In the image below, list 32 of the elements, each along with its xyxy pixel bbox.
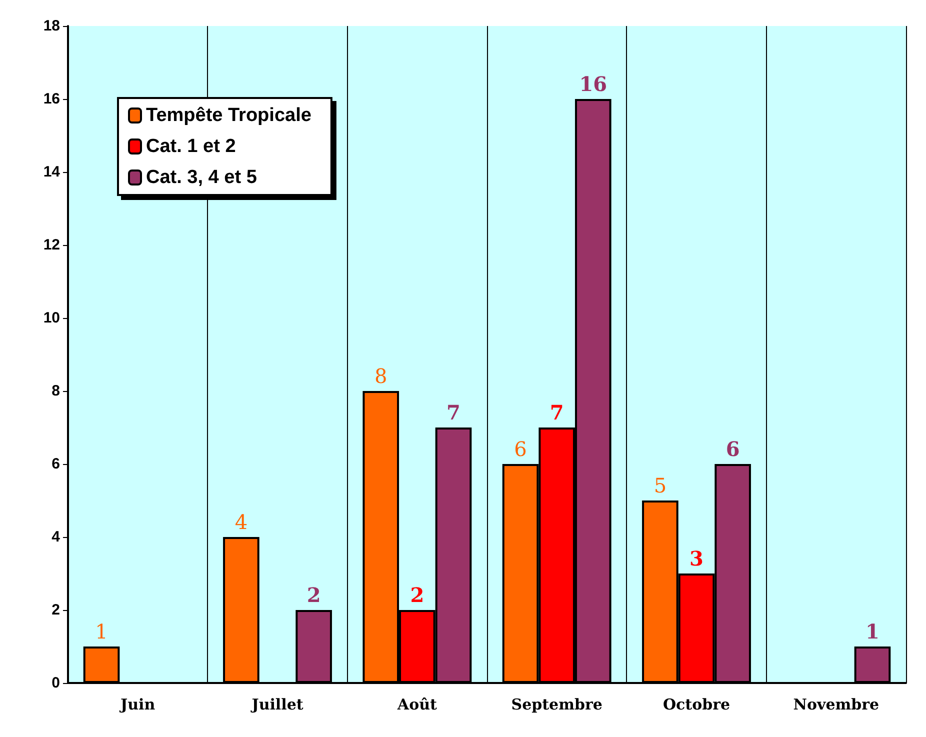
data-label: 16 <box>579 72 608 96</box>
x-tick-label: Novembre <box>793 696 880 714</box>
y-tick-label: 0 <box>52 674 60 692</box>
legend-label: Cat. 3, 4 et 5 <box>146 167 258 188</box>
y-tick-label: 8 <box>52 382 60 400</box>
x-tick-label: Juillet <box>250 696 304 714</box>
legend-label: Cat. 1 et 2 <box>146 136 236 157</box>
x-tick-label: Octobre <box>662 696 730 714</box>
y-tick-label: 4 <box>52 528 61 546</box>
data-label: 8 <box>374 364 388 388</box>
data-label: 7 <box>550 400 564 424</box>
y-tick-label: 10 <box>43 310 60 326</box>
data-label: 2 <box>410 583 424 607</box>
data-label: 4 <box>234 510 248 534</box>
data-label: 2 <box>306 583 321 607</box>
x-tick-label: Août <box>396 696 437 714</box>
data-label: 6 <box>514 437 527 461</box>
data-label: 1 <box>866 620 880 644</box>
data-label: 5 <box>654 474 667 498</box>
y-tick-label: 14 <box>43 164 61 180</box>
y-tick-label: 2 <box>52 602 60 618</box>
x-tick-label: Juin <box>118 696 156 714</box>
data-label: 1 <box>95 620 108 644</box>
data-label: 3 <box>690 546 704 570</box>
y-tick-label: 6 <box>52 456 60 472</box>
data-label: 7 <box>446 400 460 424</box>
y-tick-label: 16 <box>43 90 60 108</box>
legend-label: Tempête Tropicale <box>146 105 312 126</box>
x-tick-label: Septembre <box>511 696 602 714</box>
data-label: 6 <box>726 437 740 461</box>
y-tick-label: 18 <box>43 18 60 34</box>
y-tick-label: 12 <box>43 236 60 254</box>
